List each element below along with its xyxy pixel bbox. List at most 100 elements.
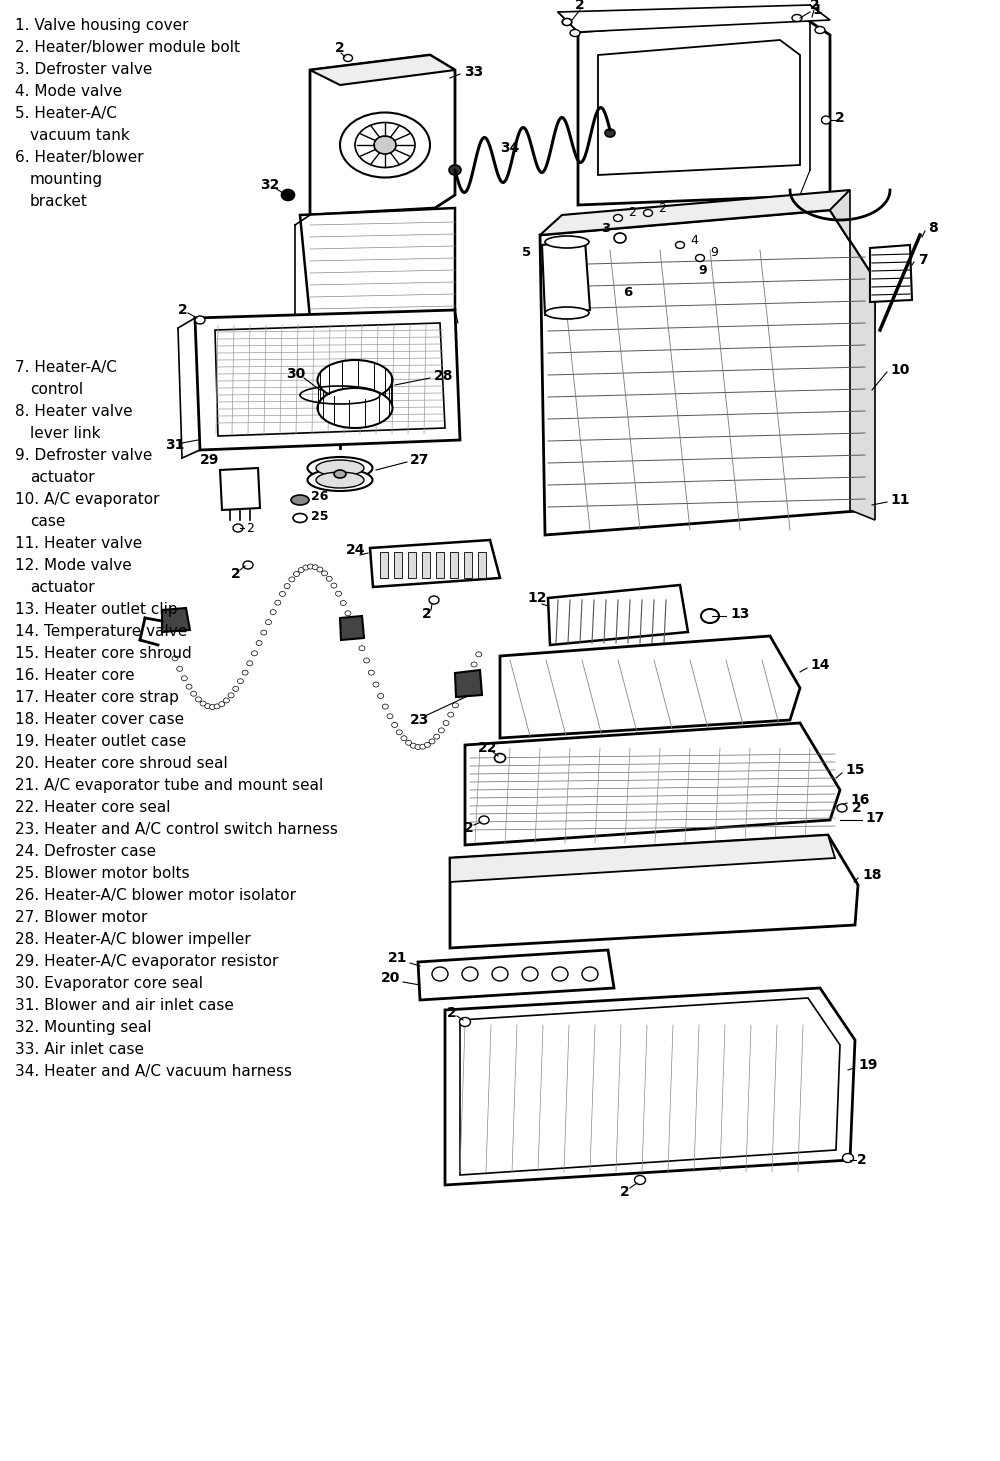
Ellipse shape	[378, 694, 384, 698]
Ellipse shape	[237, 679, 243, 684]
Ellipse shape	[354, 634, 360, 638]
Text: 34: 34	[500, 142, 520, 155]
Text: 22. Heater core seal: 22. Heater core seal	[15, 801, 170, 815]
Ellipse shape	[842, 1154, 854, 1163]
Text: 2: 2	[335, 41, 345, 56]
Ellipse shape	[562, 19, 572, 25]
Text: 26. Heater-A/C blower motor isolator: 26. Heater-A/C blower motor isolator	[15, 888, 296, 903]
Text: 3. Defroster valve: 3. Defroster valve	[15, 61, 152, 77]
Text: 2: 2	[447, 1007, 457, 1020]
Text: 29: 29	[200, 453, 220, 468]
Polygon shape	[195, 310, 460, 450]
Ellipse shape	[479, 817, 489, 824]
Ellipse shape	[401, 736, 407, 741]
Text: 2: 2	[852, 801, 862, 815]
Text: 2: 2	[835, 111, 845, 126]
Polygon shape	[540, 190, 850, 235]
Ellipse shape	[191, 691, 197, 697]
Ellipse shape	[223, 698, 229, 703]
Text: 2: 2	[231, 567, 241, 581]
Text: lever link: lever link	[30, 427, 100, 441]
Polygon shape	[220, 468, 260, 510]
Ellipse shape	[205, 704, 211, 709]
Ellipse shape	[195, 316, 205, 324]
Ellipse shape	[492, 967, 508, 980]
Ellipse shape	[284, 583, 290, 589]
Ellipse shape	[256, 640, 262, 646]
Text: 4. Mode valve: 4. Mode valve	[15, 83, 122, 99]
Text: 25: 25	[311, 510, 329, 523]
Ellipse shape	[373, 682, 379, 687]
Polygon shape	[598, 39, 800, 175]
Ellipse shape	[462, 682, 468, 688]
Ellipse shape	[214, 704, 220, 709]
Text: 2: 2	[422, 606, 432, 621]
Ellipse shape	[345, 611, 351, 615]
Bar	[380, 552, 388, 579]
Polygon shape	[465, 723, 840, 844]
Text: 2: 2	[246, 522, 254, 535]
Text: 22: 22	[478, 741, 498, 755]
Polygon shape	[548, 584, 688, 644]
Text: 2: 2	[575, 0, 585, 12]
Ellipse shape	[312, 565, 318, 570]
Text: mounting: mounting	[30, 172, 103, 187]
Text: 13. Heater outlet clip: 13. Heater outlet clip	[15, 602, 178, 617]
Text: 30. Evaporator core seal: 30. Evaporator core seal	[15, 976, 203, 991]
Ellipse shape	[792, 15, 802, 22]
Ellipse shape	[233, 687, 239, 691]
Ellipse shape	[696, 254, 704, 262]
Polygon shape	[558, 4, 830, 32]
Text: 14. Temperature valve: 14. Temperature valve	[15, 624, 187, 638]
Ellipse shape	[635, 1176, 646, 1185]
Ellipse shape	[355, 123, 415, 168]
Text: 21. A/C evaporator tube and mount seal: 21. A/C evaporator tube and mount seal	[15, 779, 323, 793]
Ellipse shape	[701, 609, 719, 622]
Text: 2: 2	[810, 0, 820, 12]
Ellipse shape	[364, 657, 370, 663]
Ellipse shape	[282, 190, 294, 200]
Ellipse shape	[552, 967, 568, 980]
Polygon shape	[455, 671, 482, 697]
Polygon shape	[830, 190, 875, 520]
Text: 26: 26	[311, 491, 329, 504]
Text: 27: 27	[410, 453, 429, 468]
Polygon shape	[450, 836, 835, 882]
Ellipse shape	[522, 967, 538, 980]
Text: 31. Blower and air inlet case: 31. Blower and air inlet case	[15, 998, 234, 1012]
Text: 19: 19	[858, 1058, 877, 1072]
Text: 5: 5	[522, 245, 532, 259]
Ellipse shape	[298, 567, 304, 573]
Ellipse shape	[382, 704, 388, 709]
Text: 32: 32	[260, 178, 280, 191]
Polygon shape	[162, 608, 190, 633]
Text: 27. Blower motor: 27. Blower motor	[15, 910, 147, 925]
Polygon shape	[500, 636, 800, 738]
Ellipse shape	[466, 672, 472, 678]
Text: 16: 16	[850, 793, 869, 806]
Ellipse shape	[308, 469, 372, 491]
Text: 2: 2	[658, 202, 666, 215]
Text: 11: 11	[890, 492, 910, 507]
Polygon shape	[418, 950, 614, 999]
Ellipse shape	[233, 524, 243, 532]
Text: case: case	[30, 514, 65, 529]
Ellipse shape	[172, 656, 178, 660]
Text: 11. Heater valve: 11. Heater valve	[15, 536, 142, 551]
Polygon shape	[215, 323, 445, 435]
Text: 4: 4	[690, 234, 698, 247]
Text: 17: 17	[865, 811, 884, 825]
Ellipse shape	[392, 722, 398, 728]
Ellipse shape	[438, 728, 444, 733]
Ellipse shape	[219, 701, 225, 707]
Text: 28. Heater-A/C blower impeller: 28. Heater-A/C blower impeller	[15, 932, 251, 947]
Ellipse shape	[457, 693, 463, 698]
Ellipse shape	[424, 742, 430, 748]
Bar	[408, 552, 416, 579]
Text: vacuum tank: vacuum tank	[30, 129, 130, 143]
Text: 6. Heater/blower: 6. Heater/blower	[15, 150, 144, 165]
Text: 33. Air inlet case: 33. Air inlet case	[15, 1042, 144, 1056]
Text: 1. Valve housing cover: 1. Valve housing cover	[15, 18, 188, 34]
Bar	[394, 552, 402, 579]
Ellipse shape	[644, 209, 652, 216]
